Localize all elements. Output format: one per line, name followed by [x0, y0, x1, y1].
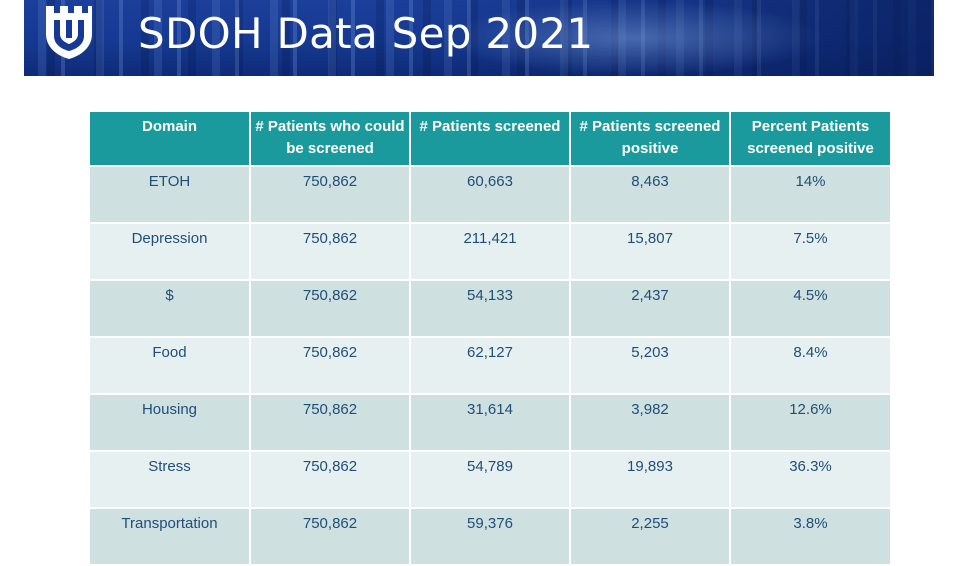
- cell-domain: Housing: [90, 394, 251, 452]
- cell-could-be-screened: 750,862: [250, 337, 411, 395]
- title-banner: SDOH Data Sep 2021: [24, 0, 934, 76]
- table-header-row: Domain # Patients who could be screened …: [90, 112, 890, 167]
- cell-could-be-screened: 750,862: [250, 451, 411, 509]
- cell-percent-positive: 14%: [730, 166, 890, 224]
- cell-screened-positive: 8,463: [570, 166, 731, 224]
- table-row: Housing 750,862 31,614 3,982 12.6%: [90, 394, 890, 452]
- cell-could-be-screened: 750,862: [250, 394, 411, 452]
- table-row: Transportation 750,862 59,376 2,255 3.8%: [90, 508, 890, 566]
- cell-domain: Stress: [90, 451, 251, 509]
- cell-domain: Food: [90, 337, 251, 395]
- column-header-percent-positive: Percent Patients screened positive: [730, 112, 890, 167]
- cell-domain: Transportation: [90, 508, 251, 566]
- cell-screened-positive: 2,255: [570, 508, 731, 566]
- column-header-domain: Domain: [90, 112, 251, 167]
- cell-screened-positive: 19,893: [570, 451, 731, 509]
- cell-screened-positive: 5,203: [570, 337, 731, 395]
- cell-could-be-screened: 750,862: [250, 166, 411, 224]
- table-row: Food 750,862 62,127 5,203 8.4%: [90, 337, 890, 395]
- table-row: Stress 750,862 54,789 19,893 36.3%: [90, 451, 890, 509]
- cell-domain: $: [90, 280, 251, 338]
- cell-could-be-screened: 750,862: [250, 508, 411, 566]
- cell-screened-positive: 2,437: [570, 280, 731, 338]
- cell-screened: 54,789: [410, 451, 571, 509]
- table-row: $ 750,862 54,133 2,437 4.5%: [90, 280, 890, 338]
- sdoh-data-table: Domain # Patients who could be screened …: [90, 112, 890, 566]
- cell-screened: 54,133: [410, 280, 571, 338]
- cell-screened: 60,663: [410, 166, 571, 224]
- column-header-screened-positive: # Patients screened positive: [570, 112, 731, 167]
- cell-percent-positive: 7.5%: [730, 223, 890, 281]
- cell-percent-positive: 4.5%: [730, 280, 890, 338]
- cell-screened: 211,421: [410, 223, 571, 281]
- cell-domain: Depression: [90, 223, 251, 281]
- banner-glow: [444, 0, 824, 76]
- cell-screened: 62,127: [410, 337, 571, 395]
- cell-could-be-screened: 750,862: [250, 280, 411, 338]
- page-title: SDOH Data Sep 2021: [138, 9, 594, 58]
- column-header-could-be-screened: # Patients who could be screened: [250, 112, 411, 167]
- cell-screened: 59,376: [410, 508, 571, 566]
- shield-logo-icon: [46, 6, 92, 59]
- cell-screened: 31,614: [410, 394, 571, 452]
- cell-screened-positive: 15,807: [570, 223, 731, 281]
- cell-percent-positive: 12.6%: [730, 394, 890, 452]
- table-row: ETOH 750,862 60,663 8,463 14%: [90, 166, 890, 224]
- cell-percent-positive: 8.4%: [730, 337, 890, 395]
- cell-screened-positive: 3,982: [570, 394, 731, 452]
- cell-could-be-screened: 750,862: [250, 223, 411, 281]
- cell-percent-positive: 3.8%: [730, 508, 890, 566]
- cell-domain: ETOH: [90, 166, 251, 224]
- table-row: Depression 750,862 211,421 15,807 7.5%: [90, 223, 890, 281]
- column-header-screened: # Patients screened: [410, 112, 571, 167]
- cell-percent-positive: 36.3%: [730, 451, 890, 509]
